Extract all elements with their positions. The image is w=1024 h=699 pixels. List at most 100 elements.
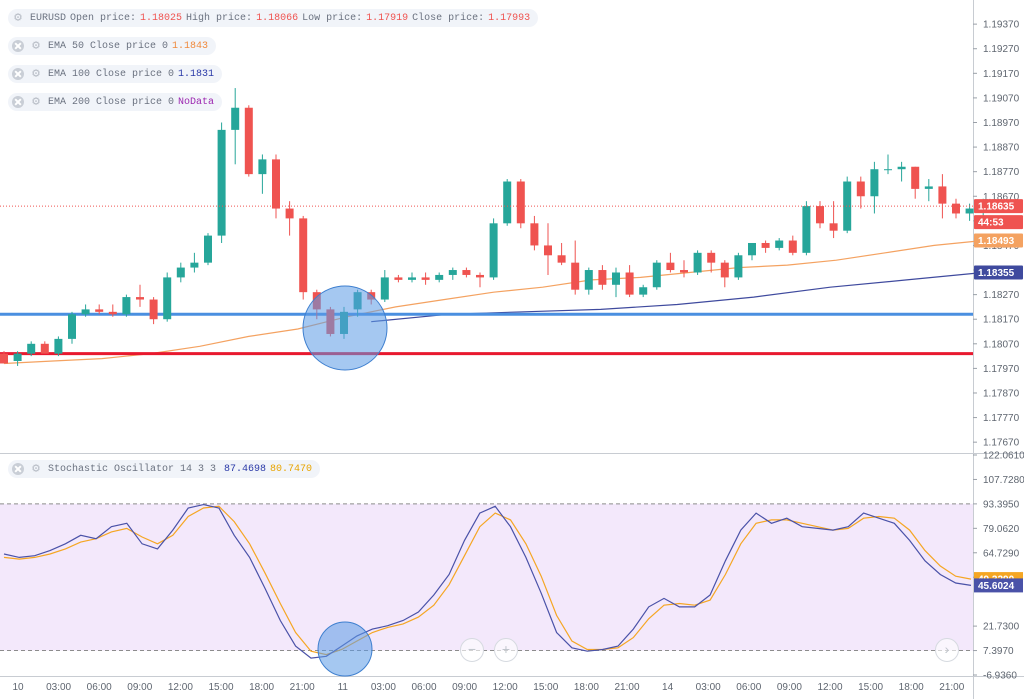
candle-body (489, 223, 498, 278)
price-axis-tick-label: 1.17870 (983, 388, 1020, 399)
candle-body (557, 255, 566, 263)
candle-body (816, 206, 824, 224)
main-legend: ⚙ EURUSD Open price: 1.18025 High price:… (8, 9, 539, 27)
candle-body (544, 245, 552, 256)
candle-body (217, 129, 226, 236)
ema100-value: 1.1831 (178, 68, 215, 80)
ema100-price-label-bg (974, 265, 1023, 280)
candle-body (734, 255, 743, 278)
candle-body (122, 297, 131, 315)
time-axis-tick-label: 15:00 (533, 682, 558, 693)
candle-body (802, 206, 811, 253)
time-axis-tick-label: 06:00 (736, 682, 761, 693)
stoch-axis-tick-label: 7.3970 (983, 646, 1014, 657)
zoom-out-button[interactable]: − (460, 638, 484, 662)
stoch-k-price-label: 45.6024 (978, 581, 1015, 592)
open-label: Open price: (70, 12, 137, 24)
candle-body (598, 270, 607, 285)
candle-body (843, 181, 852, 231)
stoch-d-value: 80.7470 (270, 463, 313, 475)
price-axis-tick-label: 1.18970 (983, 118, 1020, 129)
close-value: 1.17993 (488, 12, 531, 24)
candle-body (476, 274, 484, 278)
candle-body (54, 338, 63, 354)
close-label: Close price: (412, 12, 485, 24)
candle-body (965, 208, 974, 214)
gear-icon[interactable]: ⚙ (32, 461, 40, 476)
candle-body (748, 242, 756, 256)
price-axis-tick-label: 1.18270 (983, 290, 1020, 301)
price-axis-tick-label: 1.17970 (983, 364, 1020, 375)
price-axis-tick-label: 1.18170 (983, 315, 1020, 326)
price-axis-tick-label: 1.17770 (983, 413, 1020, 424)
candle-body (462, 270, 471, 275)
open-value: 1.18025 (140, 12, 183, 24)
stoch-legend: ⚙ Stochastic Oscillator 14 3 3 87.4698 8… (8, 460, 321, 478)
candle-body (136, 297, 144, 300)
candle-body (285, 208, 294, 219)
candle-body (95, 309, 104, 312)
candle-body (40, 343, 49, 354)
time-axis-tick-label: 03:00 (46, 682, 71, 693)
close-icon[interactable] (12, 463, 24, 475)
time-axis-tick-label: 14 (662, 682, 674, 693)
candle-body (952, 203, 960, 214)
gear-icon[interactable]: ⚙ (32, 94, 40, 109)
candle-body (720, 262, 729, 278)
close-icon[interactable] (12, 96, 24, 108)
candle-body (394, 277, 403, 280)
last-price-label: 1.18635 (978, 202, 1015, 213)
ema50-line (3, 239, 984, 365)
time-axis-tick-label: 12:00 (817, 682, 842, 693)
time-axis-tick-label: 21:00 (614, 682, 639, 693)
candle-body (938, 186, 947, 204)
time-axis-tick-label: 21:00 (290, 682, 315, 693)
time-axis-tick-label: 09:00 (127, 682, 152, 693)
symbol-label: EURUSD (30, 12, 67, 24)
last-price-label-bg (974, 199, 1023, 214)
ema100-label: EMA 100 Close price 0 (48, 68, 175, 80)
gear-icon[interactable]: ⚙ (32, 38, 40, 53)
time-axis-tick-label: 15:00 (858, 682, 883, 693)
candle-body (788, 240, 797, 253)
candle-body (761, 242, 770, 248)
time-axis-tick-label: 21:00 (939, 682, 964, 693)
gear-icon[interactable]: ⚙ (14, 10, 22, 25)
high-label: High price: (186, 12, 253, 24)
ema50-legend: ⚙ EMA 50 Close price 0 1.1843 (8, 37, 217, 55)
candle-body (693, 252, 702, 273)
close-icon[interactable] (12, 40, 24, 52)
candle-body (571, 262, 580, 290)
countdown-label: 44:53 (978, 218, 1004, 229)
candle-body (924, 186, 933, 189)
price-axis-tick-label: 1.17670 (983, 438, 1020, 449)
candle-body (666, 262, 675, 271)
stoch-highlight-circle (317, 621, 373, 677)
candle-body (421, 277, 430, 280)
candle-body (299, 218, 308, 293)
stoch-band (0, 503, 973, 651)
zoom-in-button[interactable]: + (494, 638, 518, 662)
stoch-axis-tick-label: 122.0610 (983, 451, 1024, 462)
stoch-axis-tick-label: 79.0620 (983, 524, 1020, 535)
price-axis-tick-label: 1.19270 (983, 44, 1020, 55)
ema200-value: NoData (178, 96, 215, 108)
ema200-label: EMA 200 Close price 0 (48, 96, 175, 108)
candle-body (625, 272, 634, 295)
time-axis-tick-label: 03:00 (696, 682, 721, 693)
time-axis-tick-label: 18:00 (899, 682, 924, 693)
gear-icon[interactable]: ⚙ (32, 66, 40, 81)
time-axis-tick-label: 09:00 (452, 682, 477, 693)
candle-body (163, 277, 172, 320)
ema100-price-label: 1.18355 (978, 268, 1015, 279)
scroll-right-button[interactable]: › (935, 638, 959, 662)
close-icon[interactable] (12, 68, 24, 80)
price-axis-tick-label: 1.18670 (983, 192, 1020, 203)
ema50-label: EMA 50 Close price 0 (48, 40, 169, 52)
low-value: 1.17919 (366, 12, 409, 24)
candle-body (612, 272, 620, 285)
candle-body (244, 107, 253, 175)
candle-body (435, 274, 444, 280)
candle-body (884, 169, 892, 171)
